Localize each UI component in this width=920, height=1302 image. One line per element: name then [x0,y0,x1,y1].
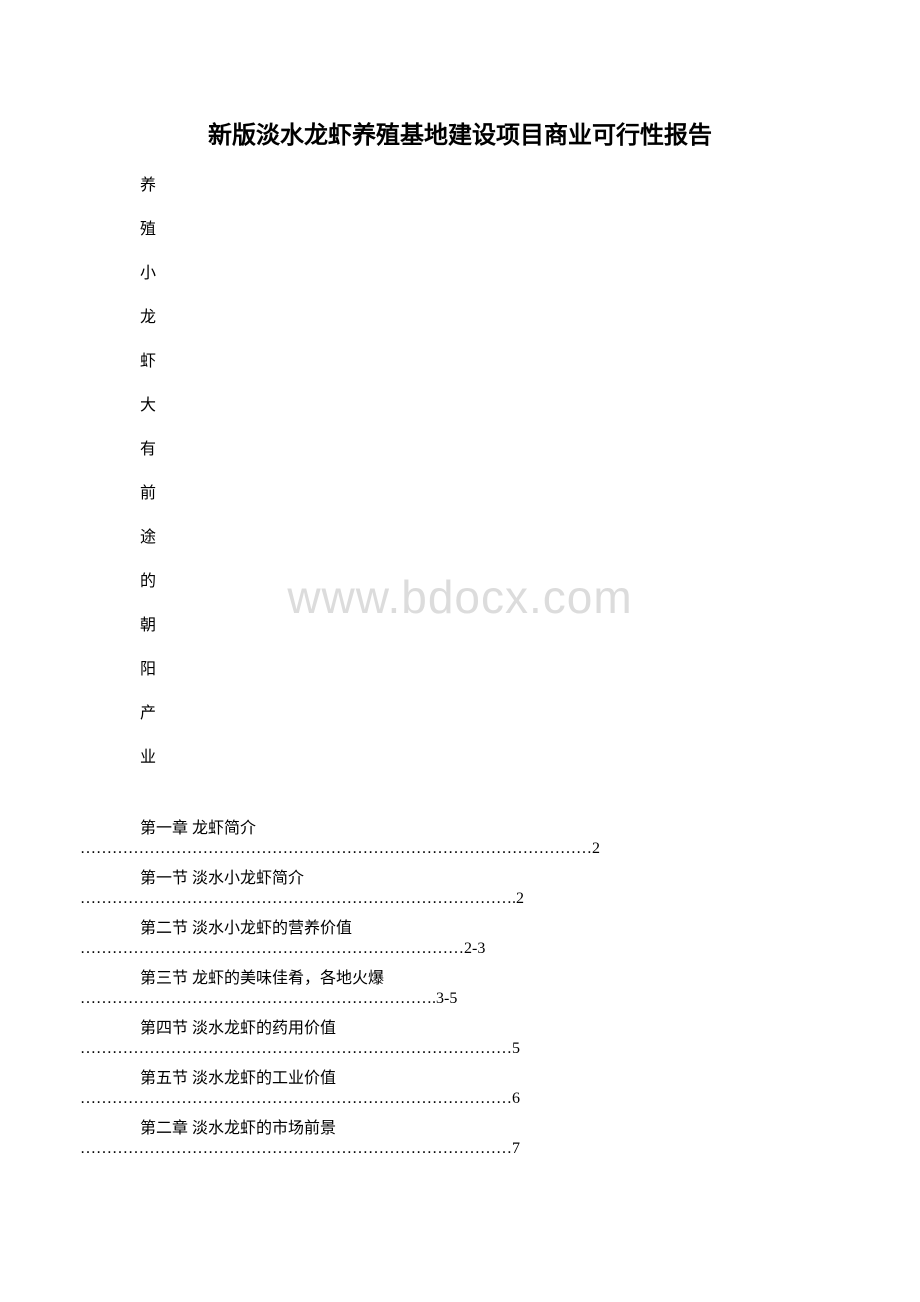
toc-dots-line: ……………………………………………………………………………………2 [80,840,770,858]
toc-dots-line: ……………………………………………………………………….2 [80,890,770,908]
vertical-char: 龙 [140,302,920,334]
toc-entry: 第一节 淡水小龙虾简介 ……………………………………………………………………….… [80,864,770,908]
vertical-char: 途 [140,522,920,554]
toc-entry: 第二章 淡水龙虾的市场前景 ……………………………………………………………………… [80,1114,770,1158]
vertical-char: 虾 [140,346,920,378]
toc-entry: 第四节 淡水龙虾的药用价值 ……………………………………………………………………… [80,1014,770,1058]
toc-dots-line: ………………………………………………………………2-3 [80,940,770,958]
vertical-char: 大 [140,390,920,422]
vertical-char: 的 [140,566,920,598]
toc-heading: 第二章 淡水龙虾的市场前景 [80,1114,770,1138]
vertical-char: 朝 [140,610,920,642]
toc-heading: 第一章 龙虾简介 [80,814,770,838]
toc-dots-line: ………………………………………………………………………7 [80,1140,770,1158]
toc-dots-line: ………………………………………………………….3-5 [80,990,770,1008]
toc-heading: 第一节 淡水小龙虾简介 [80,864,770,888]
vertical-subtitle: 养 殖 小 龙 虾 大 有 前 途 的 朝 阳 产 业 [0,170,920,774]
toc-entry: 第三节 龙虾的美味佳肴，各地火爆 ………………………………………………………….… [80,964,770,1008]
vertical-char: 殖 [140,214,920,246]
vertical-char: 产 [140,698,920,730]
vertical-char: 业 [140,742,920,774]
vertical-char: 阳 [140,654,920,686]
vertical-char: 养 [140,170,920,202]
toc-heading: 第五节 淡水龙虾的工业价值 [80,1064,770,1088]
vertical-char: 有 [140,434,920,466]
toc-entry: 第一章 龙虾简介 …………………………………………………………………………………… [80,814,770,858]
toc-dots-line: ………………………………………………………………………5 [80,1040,770,1058]
toc-entry: 第五节 淡水龙虾的工业价值 ……………………………………………………………………… [80,1064,770,1108]
toc-heading: 第三节 龙虾的美味佳肴，各地火爆 [80,964,770,988]
toc-heading: 第二节 淡水小龙虾的营养价值 [80,914,770,938]
document-title: 新版淡水龙虾养殖基地建设项目商业可行性报告 [0,115,920,150]
vertical-char: 前 [140,478,920,510]
table-of-contents: 第一章 龙虾简介 …………………………………………………………………………………… [0,814,920,1158]
vertical-char: 小 [140,258,920,290]
toc-dots-line: ………………………………………………………………………6 [80,1090,770,1108]
toc-heading: 第四节 淡水龙虾的药用价值 [80,1014,770,1038]
toc-entry: 第二节 淡水小龙虾的营养价值 ………………………………………………………………2… [80,914,770,958]
